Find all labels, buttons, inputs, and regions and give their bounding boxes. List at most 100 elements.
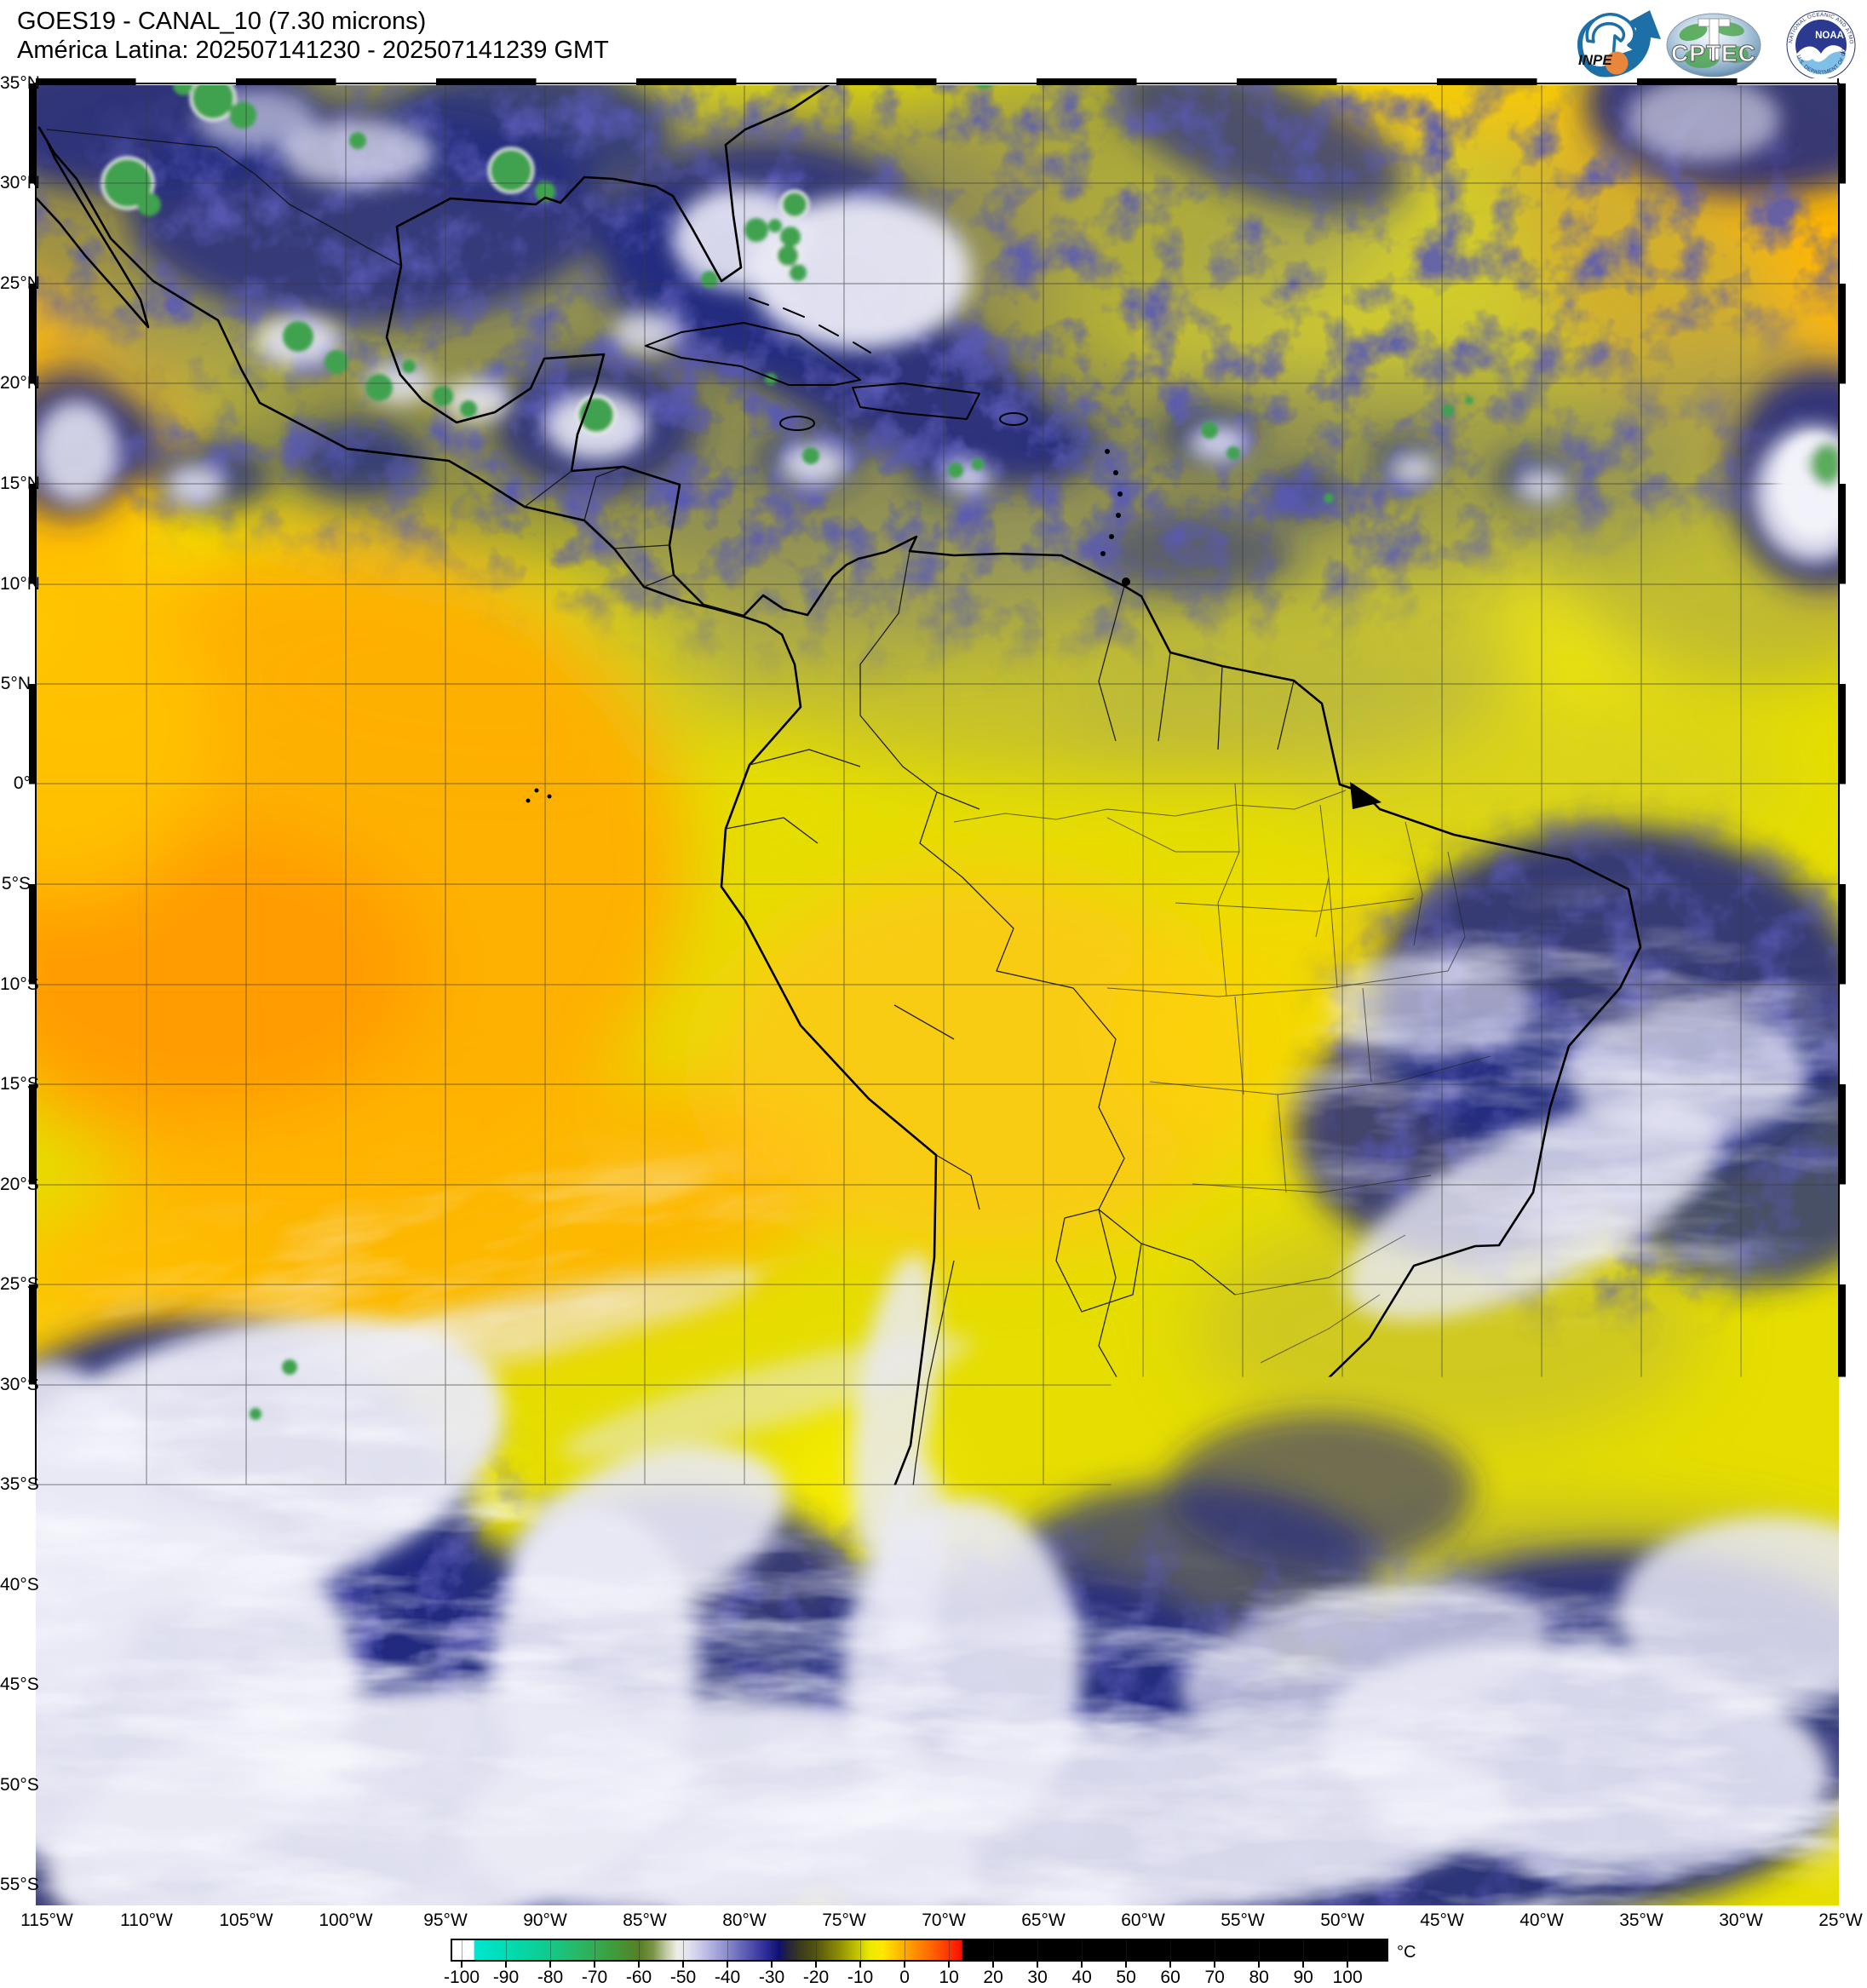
lon-label: 115°W [6,1910,88,1931]
colorbar-tick-label: 60 [1145,1968,1196,1988]
temperature-colorbar [451,1939,1388,1962]
colorbar-tick-label: 20 [968,1968,1019,1988]
lon-label: 100°W [305,1910,387,1931]
colorbar-tick-line [1303,1939,1304,1961]
lat-label: 10°S [0,974,31,996]
colorbar-tick-line [639,1939,640,1961]
colorbar-tick-line [772,1939,773,1961]
lat-label: 10°N [0,573,31,595]
colorbar-tick-label: -100 [436,1968,487,1988]
colorbar-tick-label: -70 [569,1968,620,1988]
colorbar-tick [505,1962,507,1968]
lat-label: 5°S [0,873,31,895]
lat-label: 15°S [0,1073,31,1095]
lon-label: 70°W [903,1910,985,1931]
colorbar-tick-line [727,1939,728,1961]
colorbar-tick-label: -90 [480,1968,531,1988]
lat-label: 15°N [0,473,31,495]
lon-label: 45°W [1401,1910,1483,1931]
colorbar-tick [1037,1962,1038,1968]
lon-label: 60°W [1102,1910,1184,1931]
colorbar-tick [549,1962,551,1968]
lon-label: 65°W [1002,1910,1084,1931]
lon-label: 40°W [1501,1910,1583,1931]
colorbar-tick-line [1037,1939,1038,1961]
colorbar-tick-label: 50 [1100,1968,1152,1988]
colorbar-tick-label: -20 [790,1968,842,1988]
colorbar-tick-line [816,1939,817,1961]
colorbar-tick-label: -10 [835,1968,886,1988]
lon-label: 75°W [803,1910,885,1931]
colorbar-tick [1214,1962,1215,1968]
colorbar-tick [594,1962,595,1968]
colorbar-tick-label: 0 [879,1968,930,1988]
colorbar-tick [461,1962,462,1968]
lat-label: 35°N [0,72,31,95]
colorbar-tick [771,1962,773,1968]
lon-label: 95°W [405,1910,486,1931]
colorbar-tick-line [550,1939,551,1961]
lat-label: 20°S [0,1174,31,1196]
colorbar-tick-line [860,1939,861,1961]
satellite-imagery [0,6,1867,1983]
satellite-map [0,0,1867,1983]
lon-label: 30°W [1700,1910,1782,1931]
lat-label: 5°N [0,673,31,695]
lon-label: 50°W [1301,1910,1383,1931]
colorbar-tick [1125,1962,1127,1968]
colorbar-tick [904,1962,905,1968]
colorbar-tick-label: 90 [1278,1968,1329,1988]
lat-label: 55°S [0,1874,31,1896]
colorbar-tick-label: -40 [702,1968,753,1988]
lat-label: 30°S [0,1374,31,1396]
colorbar-tick-line [993,1939,994,1961]
lon-label: 35°W [1600,1910,1682,1931]
colorbar-tick-line [683,1939,684,1961]
lat-label: 0° [0,773,31,795]
colorbar-tick [1347,1962,1348,1968]
colorbar-tick-line [1170,1939,1171,1961]
lat-label: 20°N [0,372,31,394]
lon-label: 85°W [604,1910,686,1931]
lat-label: 40°S [0,1574,31,1596]
colorbar-tick-label: 80 [1233,1968,1284,1988]
colorbar-tick-line [1126,1939,1127,1961]
colorbar-tick [1302,1962,1304,1968]
colorbar-tick [682,1962,684,1968]
colorbar-tick-line [1347,1939,1348,1961]
colorbar-tick [1081,1962,1083,1968]
lat-label: 35°S [0,1474,31,1496]
colorbar-tick [859,1962,861,1968]
colorbar-tick [948,1962,950,1968]
colorbar-tick-label: 70 [1189,1968,1240,1988]
colorbar-tick-label: -30 [746,1968,797,1988]
colorbar-tick-line [1259,1939,1260,1961]
colorbar-unit-label: °C [1397,1943,1416,1962]
lat-label: 30°N [0,172,31,194]
colorbar-tick [992,1962,994,1968]
colorbar-tick-label: -50 [658,1968,709,1988]
goes-satellite-product-page: { "header": { "line1": "GOES19 - CANAL_1… [0,0,1867,1983]
colorbar-tick [727,1962,728,1968]
lat-label: 45°S [0,1674,31,1696]
lon-label: 110°W [106,1910,187,1931]
colorbar-tick-label: 10 [923,1968,974,1988]
colorbar-tick-label: 100 [1322,1968,1373,1988]
lon-label: 25°W [1800,1910,1867,1931]
colorbar-tick-line [506,1939,507,1961]
lon-label: 55°W [1202,1910,1284,1931]
colorbar-tick-line [949,1939,950,1961]
lon-label: 105°W [205,1910,287,1931]
lon-label: 80°W [704,1910,785,1931]
colorbar-tick-label: -80 [525,1968,576,1988]
colorbar-tick-line [1082,1939,1083,1961]
colorbar-tick [1169,1962,1171,1968]
lat-label: 25°N [0,273,31,295]
colorbar-tick-label: -60 [613,1968,664,1988]
colorbar-tick [815,1962,817,1968]
colorbar-tick [1258,1962,1260,1968]
colorbar-tick [638,1962,640,1968]
colorbar-tick-label: 40 [1056,1968,1107,1988]
lat-label: 25°S [0,1273,31,1296]
lon-label: 90°W [504,1910,586,1931]
